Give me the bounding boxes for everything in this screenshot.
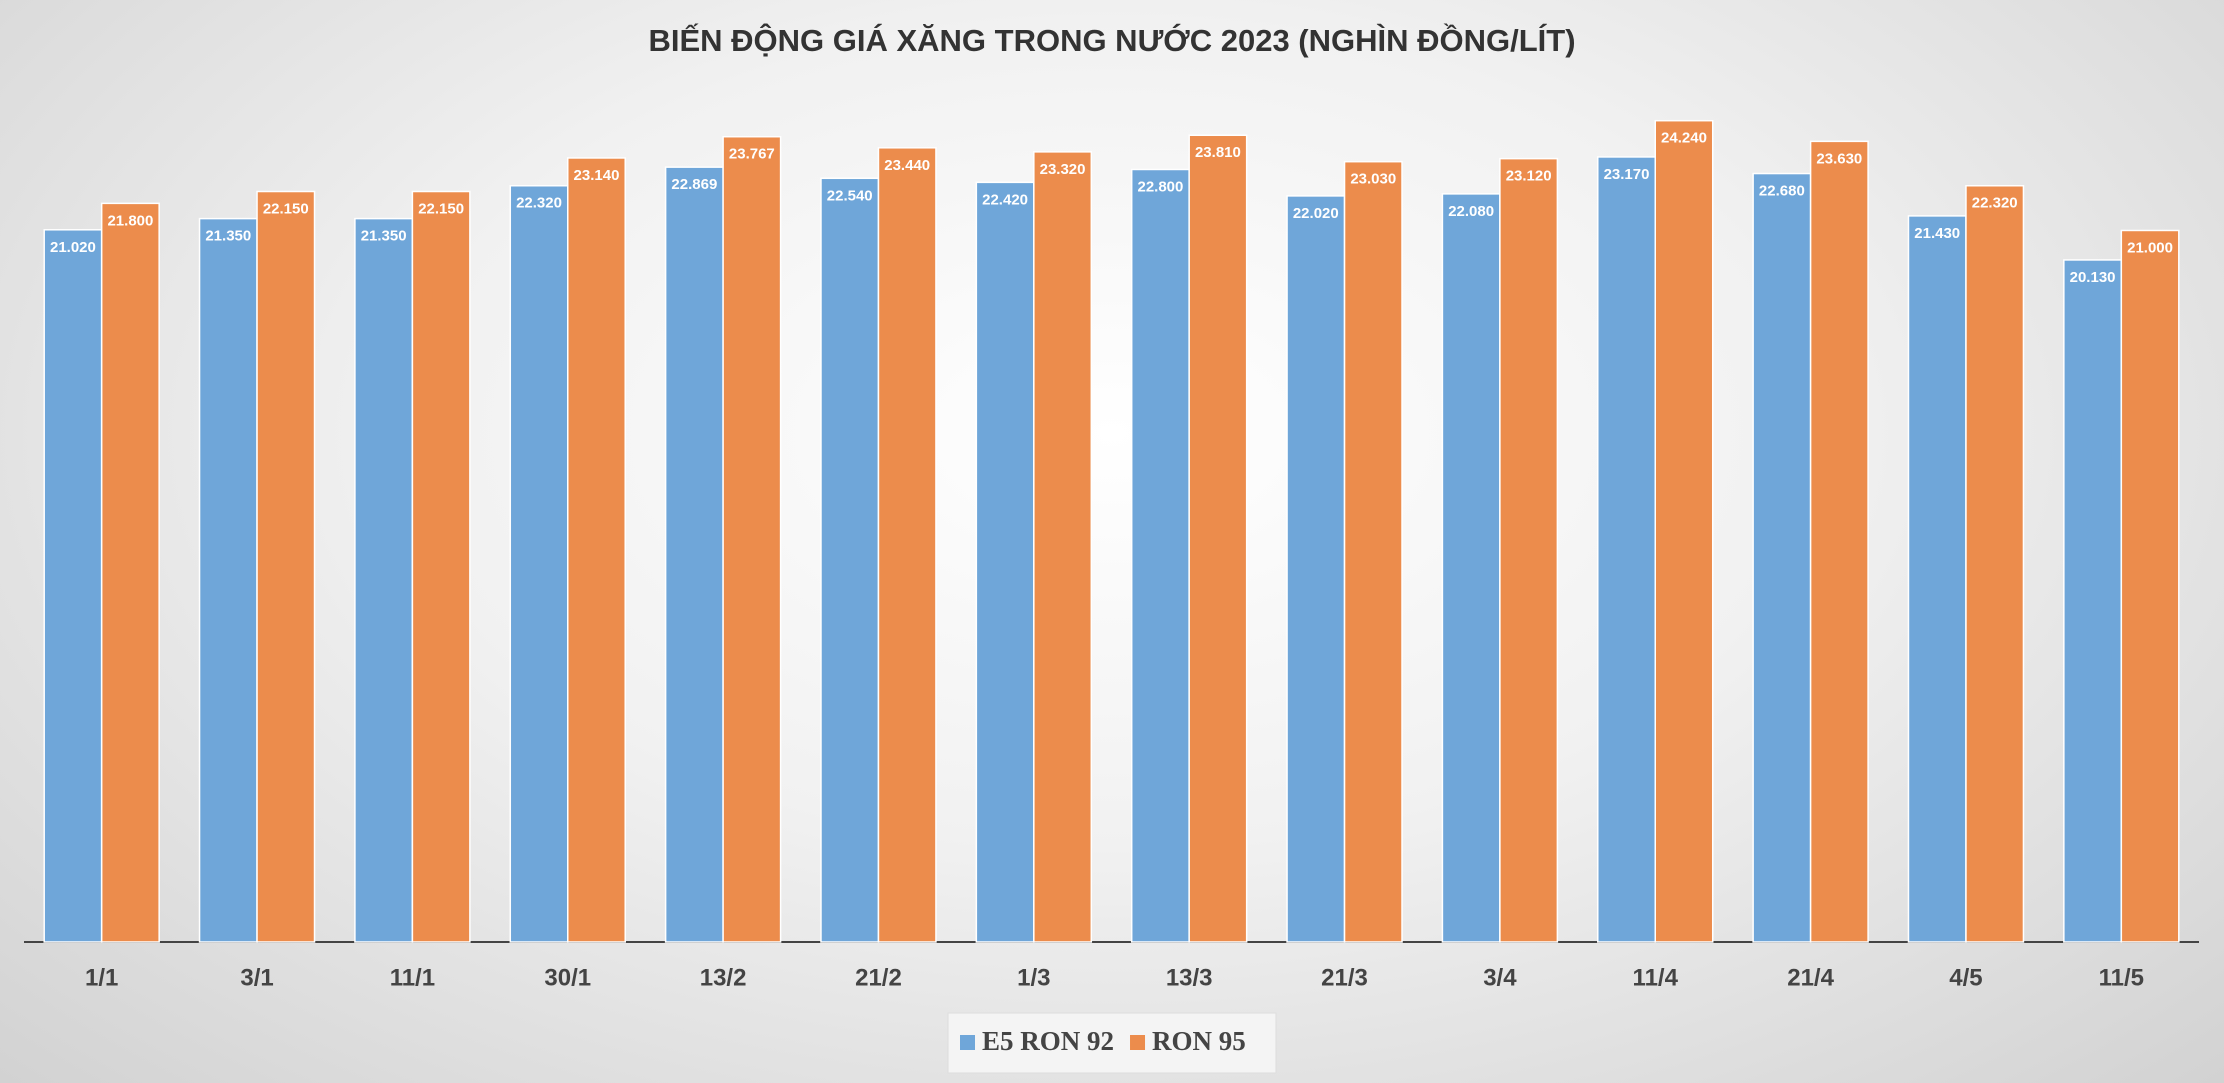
bar (722, 135, 782, 943)
bar (198, 217, 258, 943)
bar (1907, 215, 1967, 943)
value-label: 21.000 (2127, 239, 2173, 256)
x-tick-label: 4/5 (1949, 964, 1982, 991)
value-label: 21.350 (361, 228, 407, 245)
bar (975, 181, 1035, 943)
x-tick-label: 11/1 (390, 964, 435, 991)
x-tick-label: 1/1 (85, 964, 118, 991)
value-label: 23.767 (729, 146, 775, 163)
bar (100, 202, 160, 943)
value-label: 22.420 (982, 191, 1028, 208)
x-tick-label: 3/1 (240, 964, 273, 991)
x-tick-label: 13/2 (700, 964, 747, 991)
bar (1752, 172, 1812, 943)
legend-label: E5 RON 92 (982, 1026, 1114, 1056)
bar (1654, 119, 1714, 943)
value-label: 22.800 (1137, 178, 1183, 195)
value-label: 22.869 (671, 176, 717, 193)
x-tick-label: 11/5 (2099, 964, 2144, 991)
bar (820, 177, 880, 943)
bar (1286, 195, 1346, 943)
x-tick-label: 21/2 (855, 964, 902, 991)
value-label: 23.120 (1506, 168, 1552, 185)
value-label: 22.150 (263, 200, 309, 217)
value-label: 22.320 (1972, 195, 2018, 212)
bar (1033, 151, 1093, 943)
value-label: 22.020 (1293, 205, 1339, 222)
legend-swatch (1130, 1035, 1146, 1050)
bar (354, 217, 414, 943)
x-tick-label: 3/4 (1483, 964, 1517, 991)
value-label: 22.680 (1759, 183, 1805, 200)
value-label: 23.630 (1816, 150, 1862, 167)
x-tick-label: 1/3 (1017, 964, 1050, 991)
x-tick-label: 13/3 (1166, 964, 1213, 991)
value-label: 23.170 (1604, 166, 1650, 183)
value-label: 22.150 (418, 200, 464, 217)
bar (1809, 140, 1869, 943)
legend-label: RON 95 (1152, 1026, 1246, 1056)
bar (1188, 134, 1248, 943)
bar (567, 157, 626, 943)
value-label: 23.140 (574, 167, 620, 184)
bar (1343, 160, 1403, 943)
x-tick-label: 21/4 (1787, 964, 1834, 991)
value-label: 21.800 (107, 212, 153, 229)
bar (411, 190, 471, 943)
value-label: 21.350 (205, 228, 251, 245)
value-label: 22.080 (1448, 203, 1494, 220)
bar (1965, 184, 2025, 943)
x-tick-label: 21/3 (1321, 964, 1368, 991)
bar (256, 190, 316, 943)
value-label: 20.130 (2070, 269, 2116, 286)
bar (1130, 168, 1190, 943)
value-label: 22.320 (516, 195, 562, 212)
value-label: 23.810 (1195, 144, 1241, 161)
value-label: 23.320 (1040, 161, 1086, 178)
legend-swatch (960, 1035, 975, 1050)
bar (2120, 229, 2180, 943)
bar (1597, 156, 1656, 943)
bar (2063, 259, 2123, 943)
legend-box (947, 1012, 1277, 1074)
bar (877, 147, 937, 943)
bar (43, 229, 103, 943)
chart-title: BIẾN ĐỘNG GIÁ XĂNG TRONG NƯỚC 2023 (NGHÌ… (648, 22, 1575, 58)
x-tick-label: 11/4 (1633, 964, 1679, 991)
value-label: 23.030 (1350, 171, 1396, 188)
bar (509, 184, 569, 943)
value-label: 24.240 (1661, 130, 1707, 147)
bar (1441, 193, 1501, 943)
bar (1499, 157, 1559, 943)
bar (664, 166, 724, 943)
value-label: 21.020 (50, 239, 96, 256)
x-tick-label: 30/1 (544, 964, 591, 991)
value-label: 23.440 (884, 157, 930, 174)
value-label: 21.430 (1914, 225, 1960, 242)
value-label: 22.540 (827, 187, 873, 204)
